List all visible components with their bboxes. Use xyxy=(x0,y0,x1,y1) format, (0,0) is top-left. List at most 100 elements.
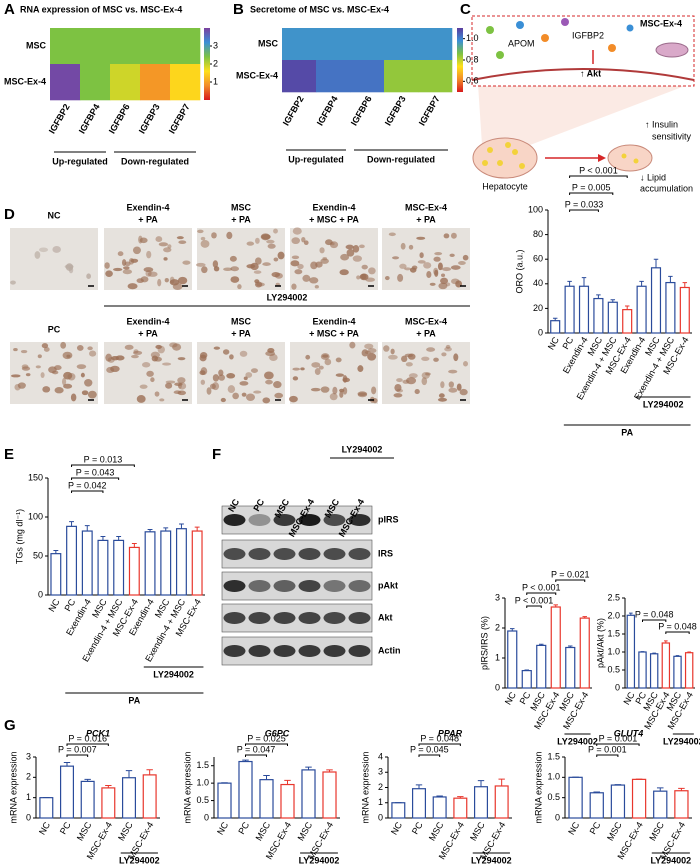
blot-band xyxy=(248,580,271,592)
bar xyxy=(607,301,618,334)
panel-label: B xyxy=(233,1,244,18)
x-tick-label: MSC xyxy=(427,820,446,843)
y-tick-label: 1 xyxy=(26,792,31,802)
bar xyxy=(550,606,561,689)
treatment-label: MSC xyxy=(231,202,252,212)
bar xyxy=(684,652,694,689)
band-label: Actin xyxy=(378,645,401,655)
error-bar xyxy=(581,277,587,287)
stained-cell xyxy=(300,367,305,371)
effect-label: sensitivity xyxy=(652,131,692,141)
stained-cell xyxy=(200,367,208,376)
bar xyxy=(564,285,575,334)
stained-cell xyxy=(320,353,330,360)
stained-cell xyxy=(450,232,457,239)
heatmap-cell xyxy=(316,28,351,61)
treatment-label: + PA xyxy=(231,214,251,224)
stained-cell xyxy=(440,381,445,389)
stained-cell xyxy=(200,236,206,241)
stained-cell xyxy=(292,227,302,235)
blot-band xyxy=(323,580,346,592)
stained-cell xyxy=(335,373,344,377)
band-label: IRS xyxy=(378,548,393,558)
stained-cell xyxy=(441,273,446,278)
stained-cell xyxy=(211,232,217,239)
stained-cell xyxy=(261,234,271,240)
protein-label: IGFBP2 xyxy=(572,30,604,40)
stained-cell xyxy=(456,383,462,391)
stained-cell xyxy=(325,239,333,246)
stained-cell xyxy=(352,255,362,262)
stained-cell xyxy=(182,260,191,265)
stained-cell xyxy=(174,382,183,387)
y-tick-label: 0 xyxy=(204,812,209,822)
schematic-title: MSC-Ex-4 xyxy=(640,18,682,28)
treatment-label: Exendin-4 xyxy=(126,202,169,212)
bar xyxy=(565,646,576,689)
particle xyxy=(561,18,569,26)
stained-cell xyxy=(65,263,74,271)
lipid xyxy=(505,142,511,148)
p-value: P = 0.048 xyxy=(658,621,697,631)
y-axis-label: TGs (mg dl⁻¹) xyxy=(14,509,24,564)
colorbar-tick-label: 1.0 xyxy=(466,33,479,43)
treatment-label: Exendin-4 xyxy=(126,316,169,326)
row-label: MSC-Ex-4 xyxy=(4,76,46,86)
stained-cell xyxy=(246,241,255,246)
error-bar xyxy=(415,784,423,789)
blot-band xyxy=(248,612,271,624)
bar xyxy=(101,787,116,819)
significance-bracket xyxy=(555,579,586,582)
error-bar xyxy=(498,778,505,786)
stained-cell xyxy=(438,393,445,398)
y-tick-label: 100 xyxy=(28,511,43,521)
band-label: Akt xyxy=(378,612,393,622)
blot-band xyxy=(298,580,321,592)
bar xyxy=(121,777,137,819)
stained-cell xyxy=(201,266,208,274)
bar xyxy=(593,297,604,334)
group-label: Down-regulated xyxy=(121,156,189,166)
x-tick-label: NC xyxy=(389,820,404,837)
stained-cell xyxy=(255,257,262,265)
significance-bracket xyxy=(526,605,542,608)
row-label: NC xyxy=(48,210,61,220)
stained-cell xyxy=(262,397,271,404)
stained-cell xyxy=(449,253,455,258)
stained-cell xyxy=(408,244,414,250)
lipid xyxy=(633,158,639,164)
micrograph xyxy=(10,228,98,290)
stained-cell xyxy=(86,273,92,279)
bar xyxy=(661,642,671,689)
y-tick-label: 2 xyxy=(26,772,31,782)
stained-cell xyxy=(143,267,154,273)
stained-cell xyxy=(264,371,274,380)
y-axis-label: mRNA expression xyxy=(182,751,192,823)
y-tick-label: 3 xyxy=(495,592,500,602)
stained-cell xyxy=(309,277,319,284)
error-bar xyxy=(179,523,184,529)
row-label: MSC xyxy=(258,38,279,48)
x-tick-label: MSC xyxy=(75,820,94,843)
error-bar xyxy=(567,280,572,287)
error-bar xyxy=(629,612,633,616)
bar xyxy=(238,760,253,819)
stained-cell xyxy=(131,354,139,359)
stained-cell xyxy=(358,244,365,249)
stained-cell xyxy=(352,245,360,253)
band-label: pAkt xyxy=(378,580,398,590)
error-bar xyxy=(639,280,644,287)
heatmap-cell xyxy=(316,60,351,93)
significance-bracket xyxy=(245,743,288,746)
group-label: PA xyxy=(621,427,633,437)
bar xyxy=(50,553,62,596)
stained-cell xyxy=(212,260,219,268)
colorbar-tick-label: 2 xyxy=(213,58,218,68)
stained-cell xyxy=(397,273,404,282)
stained-cell xyxy=(227,385,236,394)
blot-band xyxy=(348,580,371,592)
y-tick-label: 50 xyxy=(33,550,43,560)
y-tick-label: 1.0 xyxy=(196,778,209,788)
stained-cell xyxy=(404,353,414,358)
panel-label: F xyxy=(212,446,221,463)
